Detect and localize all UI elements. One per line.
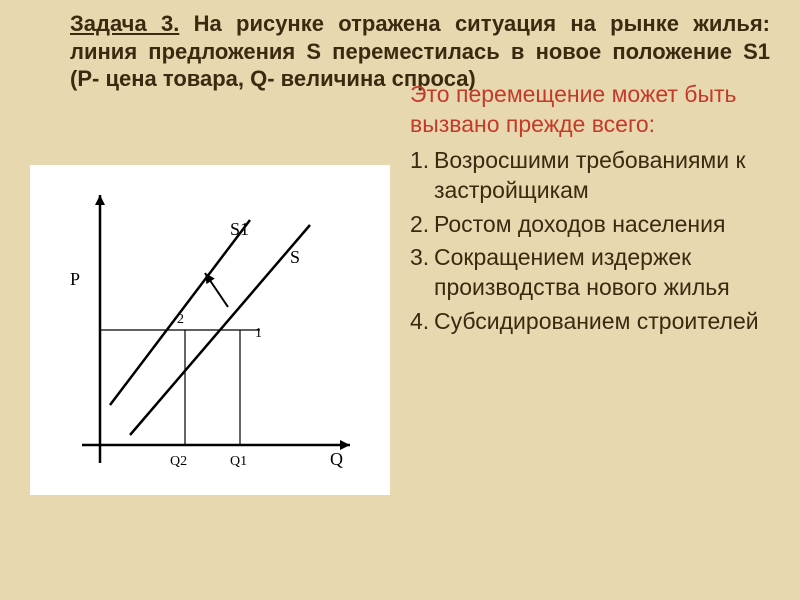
svg-text:Q: Q: [330, 449, 343, 469]
svg-text:2: 2: [177, 312, 184, 327]
svg-text:S: S: [290, 247, 300, 267]
svg-text:Q1: Q1: [230, 454, 247, 469]
task-number: Задача 3.: [70, 11, 179, 36]
option-text: Субсидированием строителей: [434, 307, 790, 337]
option-text: Ростом доходов населения: [434, 210, 790, 240]
answer-option: 1.Возросшими требованиями к застройщикам: [410, 146, 790, 206]
svg-text:Q2: Q2: [170, 454, 187, 469]
option-number: 3.: [410, 243, 434, 303]
svg-text:S1: S1: [230, 219, 249, 239]
option-text: Возросшими требованиями к застройщикам: [434, 146, 790, 206]
answer-option: 3.Сокращением издержек производства ново…: [410, 243, 790, 303]
question-lead: Это перемещение может быть вызвано прежд…: [410, 80, 790, 140]
chart-svg: P Q S S1 1 2 Q1 Q2: [30, 165, 390, 495]
answer-options: 1.Возросшими требованиями к застройщикам…: [410, 146, 790, 337]
answer-option: 2.Ростом доходов населения: [410, 210, 790, 240]
option-number: 1.: [410, 146, 434, 206]
question-block: Это перемещение может быть вызвано прежд…: [410, 80, 790, 341]
option-number: 2.: [410, 210, 434, 240]
option-number: 4.: [410, 307, 434, 337]
answer-option: 4.Субсидированием строителей: [410, 307, 790, 337]
svg-text:P: P: [70, 269, 80, 289]
supply-chart: P Q S S1 1 2 Q1 Q2: [30, 165, 390, 495]
option-text: Сокращением издержек производства нового…: [434, 243, 790, 303]
svg-text:1: 1: [255, 326, 262, 341]
